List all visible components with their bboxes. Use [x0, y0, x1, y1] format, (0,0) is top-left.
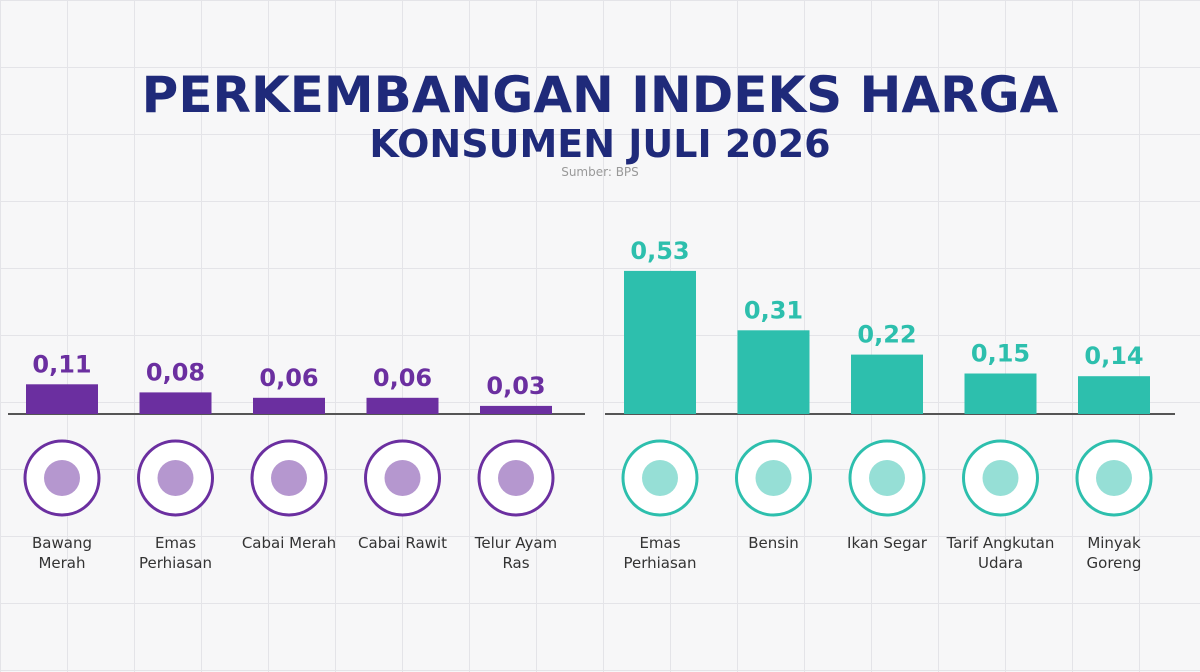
source: Sumber: BPS	[561, 165, 639, 179]
icon-glyph	[498, 460, 534, 496]
bar	[139, 392, 212, 414]
category-label: Bawang Merah	[32, 534, 92, 572]
category-label: Minyak Goreng	[1086, 534, 1142, 572]
category-label: Emas Perhiasan	[623, 534, 697, 572]
value-label: 0,03	[486, 372, 545, 400]
category-label: Ikan Segar	[847, 534, 927, 552]
bar	[26, 384, 98, 414]
value-label: 0,31	[744, 296, 803, 324]
value-label: 0,11	[32, 350, 91, 378]
bar	[366, 397, 439, 414]
icon-glyph	[271, 460, 307, 496]
bar	[253, 397, 325, 414]
value-label: 0,53	[630, 237, 689, 265]
icon-glyph	[157, 460, 194, 496]
bar	[1078, 376, 1150, 414]
bar	[964, 373, 1037, 414]
icon-glyph	[982, 460, 1019, 496]
value-label: 0,08	[146, 358, 205, 386]
value-label: 0,15	[971, 340, 1030, 368]
title: PERKEMBANGAN INDEKS HARGA	[142, 66, 1059, 124]
category-label: Tarif Angkutan Udara	[946, 534, 1055, 572]
value-label: 0,06	[259, 364, 318, 392]
bar	[480, 405, 552, 414]
bar	[851, 354, 923, 414]
category-label: Telur Ayam Ras	[474, 534, 558, 572]
category-label: Cabai Rawit	[358, 534, 447, 552]
icon-glyph	[384, 460, 421, 496]
value-label: 0,06	[373, 364, 432, 392]
value-label: 0,22	[857, 321, 916, 349]
subtitle: KONSUMEN JULI 2026	[369, 122, 830, 166]
category-label: Emas Perhiasan	[138, 534, 213, 572]
bar	[624, 270, 696, 414]
icon-glyph	[44, 460, 80, 496]
icon-glyph	[1096, 460, 1132, 496]
category-label: Bensin	[748, 534, 799, 552]
icon-glyph	[642, 460, 678, 496]
category-label: Cabai Merah	[241, 534, 337, 552]
value-label: 0,14	[1084, 342, 1143, 370]
bar	[737, 330, 810, 414]
icon-glyph	[869, 460, 905, 496]
icon-glyph	[755, 460, 792, 496]
